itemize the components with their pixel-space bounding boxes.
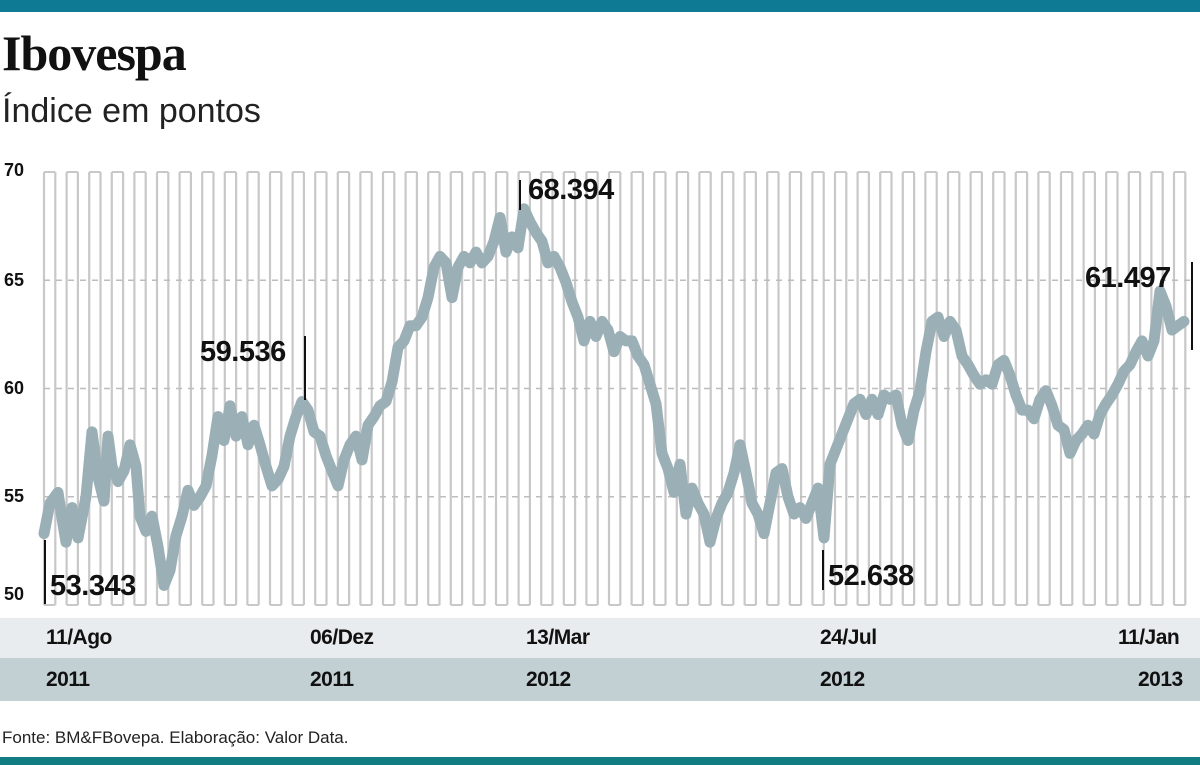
x-date-label: 06/Dez bbox=[310, 626, 374, 649]
x-date-label: 11/Jan bbox=[1118, 626, 1180, 649]
year-band bbox=[0, 658, 1200, 701]
y-tick-55: 55 bbox=[4, 486, 25, 506]
top-accent-bar bbox=[0, 0, 1200, 12]
date-band bbox=[0, 618, 1200, 658]
annotation-low: 52.638 bbox=[828, 560, 914, 592]
y-tick-60: 60 bbox=[4, 378, 25, 398]
x-year-label: 2011 bbox=[310, 668, 354, 691]
x-date-label: 24/Jul bbox=[820, 626, 877, 649]
y-tick-50: 50 bbox=[4, 584, 25, 604]
x-year-label: 2011 bbox=[46, 668, 90, 691]
annotation-peak: 68.394 bbox=[528, 174, 614, 206]
ibovespa-line bbox=[38, 203, 1190, 591]
x-date-label: 11/Ago bbox=[46, 626, 112, 649]
source-note: Fonte: BM&FBovepa. Elaboração: Valor Dat… bbox=[2, 728, 349, 747]
x-date-label: 13/Mar bbox=[526, 626, 590, 649]
annotation-end-value: 61.497 bbox=[1085, 262, 1171, 294]
bottom-accent-bar bbox=[0, 757, 1200, 765]
x-year-label: 2012 bbox=[526, 668, 571, 691]
chart-title: Ibovespa bbox=[2, 25, 187, 81]
annotation-leader-lines bbox=[44, 180, 1193, 604]
annotation-local-high: 59.536 bbox=[200, 336, 286, 368]
x-year-label: 2012 bbox=[820, 668, 865, 691]
chart-subtitle: Índice em pontos bbox=[2, 92, 261, 130]
grid-lines bbox=[42, 171, 1192, 606]
chart-plot-area bbox=[38, 171, 1193, 606]
annotation-start-value: 53.343 bbox=[50, 570, 136, 602]
y-tick-65: 65 bbox=[4, 270, 25, 290]
x-year-label: 2013 bbox=[1138, 668, 1183, 691]
y-tick-70: 70 bbox=[4, 160, 25, 180]
